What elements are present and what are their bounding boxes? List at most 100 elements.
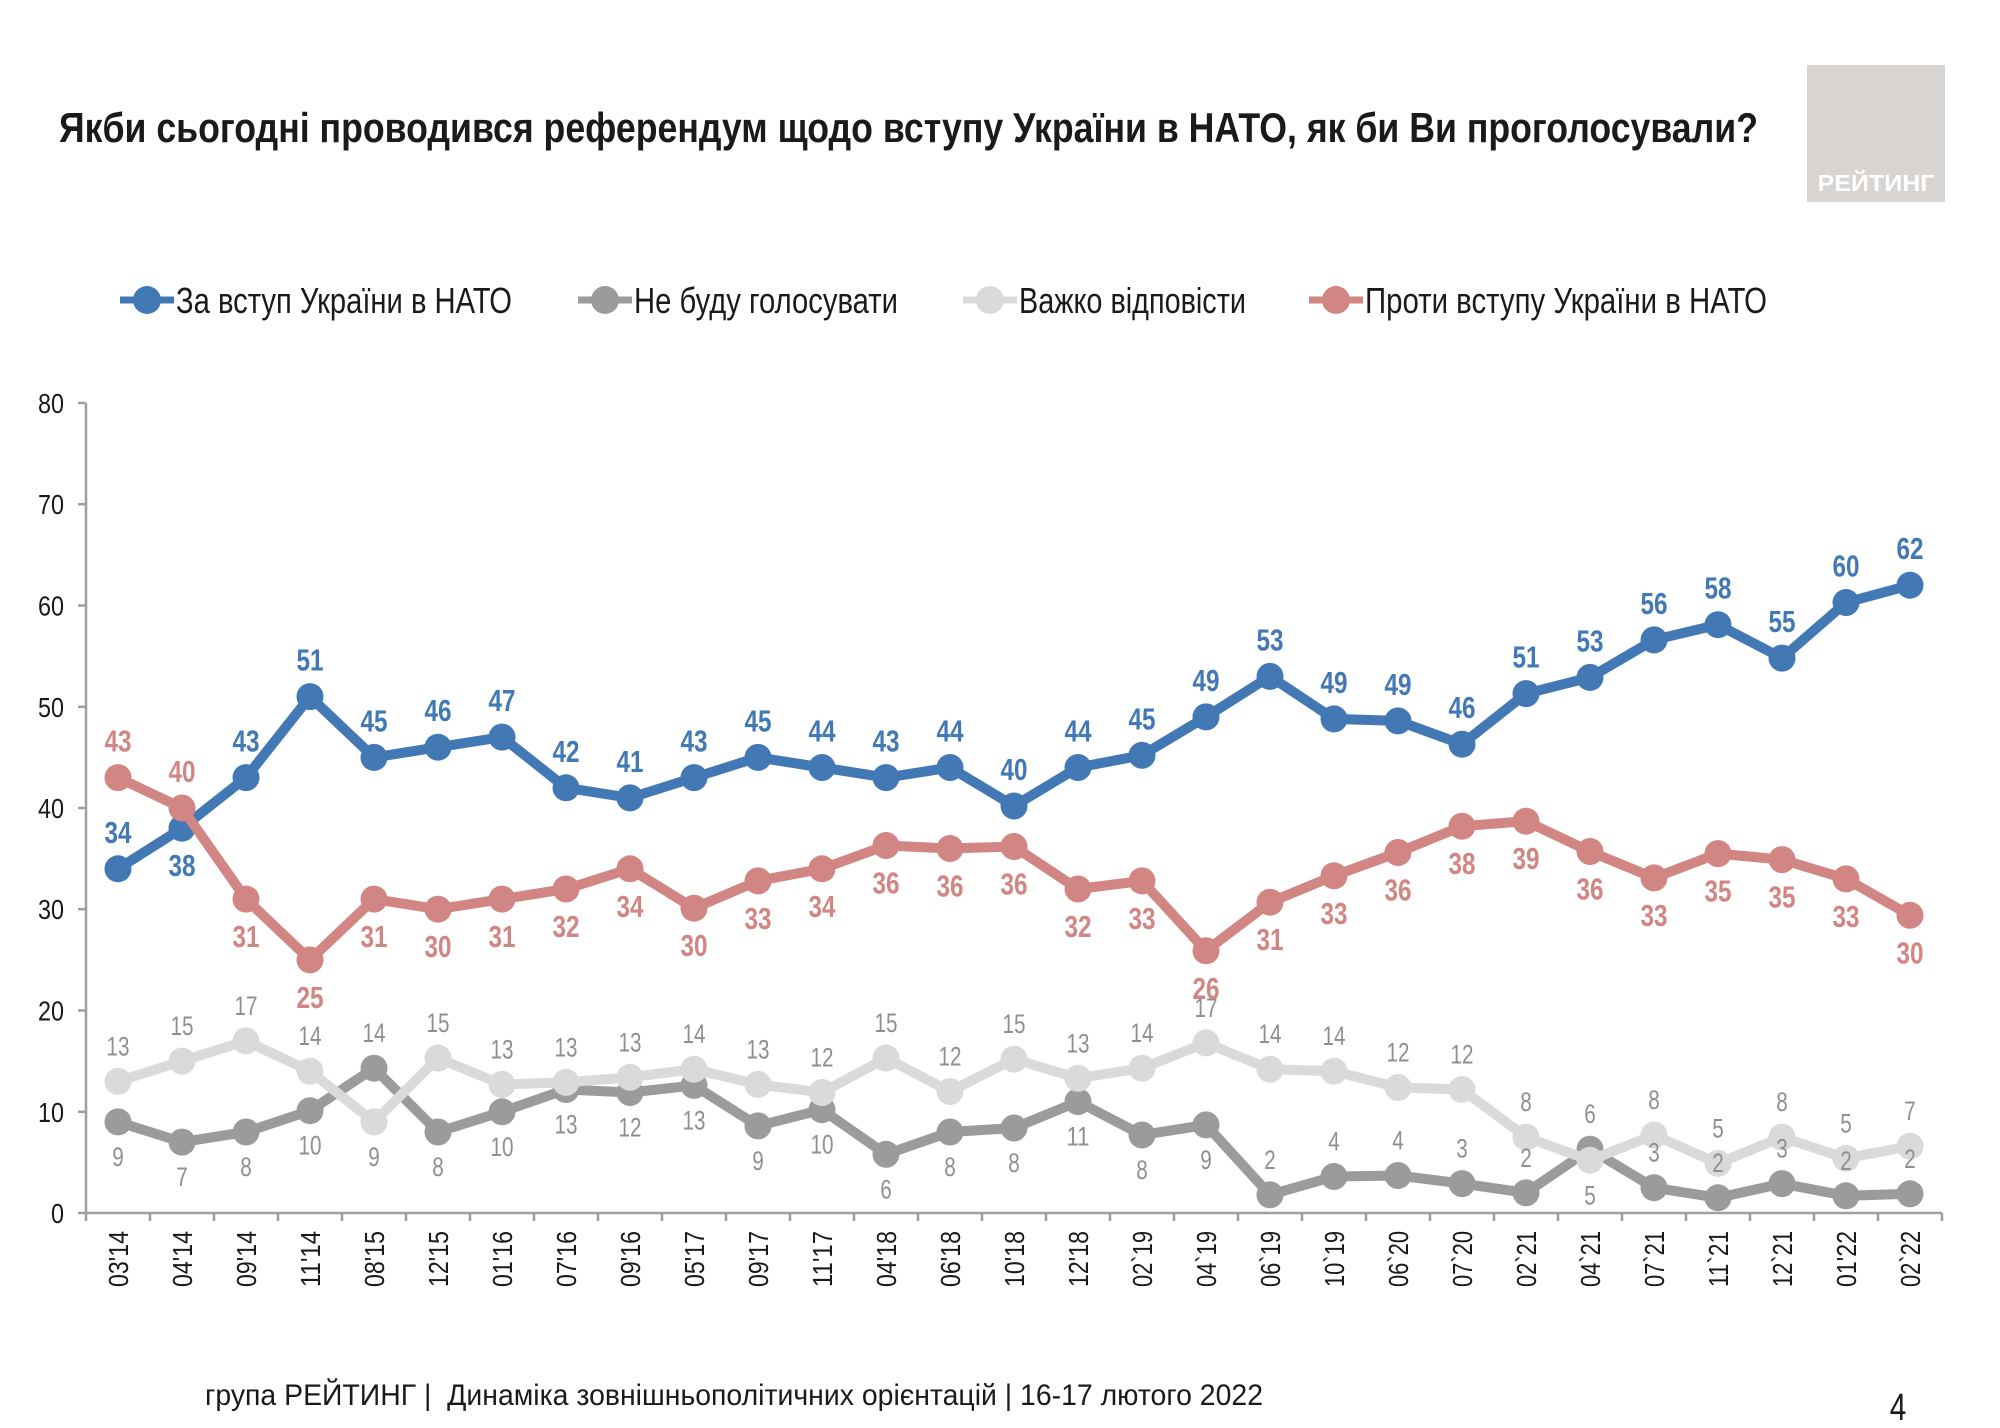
svg-text:15: 15 — [427, 1008, 450, 1038]
svg-text:12: 12 — [811, 1043, 834, 1073]
svg-text:17: 17 — [1195, 993, 1218, 1023]
svg-text:09'16: 09'16 — [615, 1231, 646, 1287]
svg-text:6: 6 — [880, 1174, 892, 1204]
svg-text:49: 49 — [1385, 667, 1412, 702]
svg-text:2: 2 — [1264, 1145, 1276, 1175]
svg-text:10: 10 — [38, 1097, 64, 1128]
svg-text:42: 42 — [553, 734, 580, 769]
svg-text:30: 30 — [425, 929, 452, 964]
svg-text:33: 33 — [1321, 896, 1348, 931]
svg-text:06`20: 06`20 — [1383, 1231, 1414, 1287]
svg-text:4: 4 — [1890, 1387, 1907, 1428]
svg-text:14: 14 — [363, 1018, 386, 1048]
svg-text:2: 2 — [1904, 1144, 1916, 1174]
svg-text:01'16: 01'16 — [487, 1231, 518, 1287]
svg-text:45: 45 — [361, 703, 388, 738]
svg-text:8: 8 — [1520, 1087, 1532, 1117]
svg-text:33: 33 — [1129, 901, 1156, 936]
svg-text:01'22: 01'22 — [1831, 1231, 1862, 1287]
svg-text:33: 33 — [1641, 898, 1668, 933]
svg-text:9: 9 — [752, 1146, 764, 1176]
svg-text:08'15: 08'15 — [359, 1231, 390, 1287]
svg-text:03'14: 03'14 — [103, 1231, 134, 1287]
svg-text:26: 26 — [1193, 971, 1220, 1006]
svg-text:13: 13 — [555, 1110, 578, 1140]
svg-text:09'17: 09'17 — [743, 1231, 774, 1287]
svg-text:33: 33 — [1833, 899, 1860, 934]
svg-text:12: 12 — [1451, 1040, 1474, 1070]
svg-text:РЕЙТИНГ: РЕЙТИНГ — [1818, 169, 1935, 196]
svg-text:51: 51 — [1513, 640, 1540, 675]
svg-text:8: 8 — [240, 1152, 252, 1182]
svg-text:12: 12 — [1387, 1038, 1410, 1068]
svg-text:40: 40 — [1001, 752, 1028, 787]
svg-text:07'16: 07'16 — [551, 1231, 582, 1287]
svg-text:8: 8 — [432, 1152, 444, 1182]
svg-text:17: 17 — [235, 991, 258, 1021]
svg-text:06`19: 06`19 — [1255, 1231, 1286, 1287]
svg-text:2: 2 — [1712, 1148, 1724, 1178]
svg-text:4: 4 — [1328, 1127, 1340, 1157]
svg-text:7: 7 — [176, 1162, 188, 1192]
svg-text:55: 55 — [1769, 604, 1796, 639]
svg-text:13: 13 — [683, 1105, 706, 1135]
svg-text:36: 36 — [937, 869, 964, 904]
svg-text:50: 50 — [38, 692, 64, 723]
svg-text:49: 49 — [1193, 663, 1220, 698]
svg-text:30: 30 — [1897, 935, 1924, 970]
svg-text:5: 5 — [1840, 1108, 1852, 1138]
svg-text:33: 33 — [745, 901, 772, 936]
svg-text:15: 15 — [171, 1011, 194, 1041]
svg-text:60: 60 — [38, 591, 64, 622]
svg-text:8: 8 — [1776, 1087, 1788, 1117]
svg-text:12'15: 12'15 — [423, 1231, 454, 1287]
svg-text:13: 13 — [619, 1027, 642, 1057]
svg-text:10`19: 10`19 — [1319, 1231, 1350, 1287]
svg-text:5: 5 — [1584, 1180, 1596, 1210]
svg-text:02`19: 02`19 — [1127, 1231, 1158, 1287]
svg-text:12'18: 12'18 — [1063, 1231, 1094, 1287]
svg-text:41: 41 — [617, 744, 644, 779]
svg-text:11: 11 — [1067, 1122, 1090, 1152]
svg-text:45: 45 — [1129, 701, 1156, 736]
svg-text:12`21: 12`21 — [1767, 1231, 1798, 1287]
svg-text:8: 8 — [1648, 1085, 1660, 1115]
svg-text:9: 9 — [1200, 1145, 1212, 1175]
svg-text:14: 14 — [1131, 1018, 1154, 1048]
svg-text:06'18: 06'18 — [935, 1231, 966, 1287]
svg-text:Якби сьогодні проводився рефер: Якби сьогодні проводився референдум щодо… — [59, 104, 1758, 151]
svg-text:14: 14 — [683, 1019, 706, 1049]
svg-text:4: 4 — [1392, 1126, 1404, 1156]
svg-text:13: 13 — [555, 1032, 578, 1062]
svg-text:13: 13 — [1067, 1028, 1090, 1058]
svg-text:58: 58 — [1705, 571, 1732, 606]
svg-text:34: 34 — [617, 889, 645, 924]
svg-text:14: 14 — [1259, 1019, 1282, 1049]
svg-text:53: 53 — [1257, 622, 1284, 657]
svg-text:9: 9 — [368, 1142, 380, 1172]
svg-text:3: 3 — [1776, 1134, 1788, 1164]
svg-text:53: 53 — [1577, 623, 1604, 658]
svg-text:32: 32 — [1065, 909, 1092, 944]
svg-text:3: 3 — [1456, 1134, 1468, 1164]
svg-text:Не буду голосувати: Не буду голосувати — [634, 280, 898, 321]
svg-text:14: 14 — [1323, 1021, 1346, 1051]
svg-text:04'14: 04'14 — [167, 1231, 198, 1287]
svg-text:02`22: 02`22 — [1895, 1231, 1926, 1287]
svg-text:36: 36 — [1385, 873, 1412, 908]
svg-text:5: 5 — [1712, 1113, 1724, 1143]
svg-text:47: 47 — [489, 683, 516, 718]
svg-text:0: 0 — [51, 1198, 64, 1229]
svg-text:70: 70 — [38, 489, 64, 520]
svg-text:10: 10 — [491, 1132, 514, 1162]
svg-text:43: 43 — [105, 724, 132, 759]
svg-text:10: 10 — [299, 1131, 322, 1161]
svg-text:04`19: 04`19 — [1191, 1231, 1222, 1287]
svg-text:34: 34 — [809, 889, 837, 924]
svg-text:38: 38 — [169, 848, 196, 883]
svg-text:12: 12 — [939, 1042, 962, 1072]
svg-text:31: 31 — [361, 919, 388, 954]
svg-text:8: 8 — [1136, 1155, 1148, 1185]
svg-text:15: 15 — [875, 1008, 898, 1038]
svg-text:20: 20 — [38, 996, 64, 1027]
